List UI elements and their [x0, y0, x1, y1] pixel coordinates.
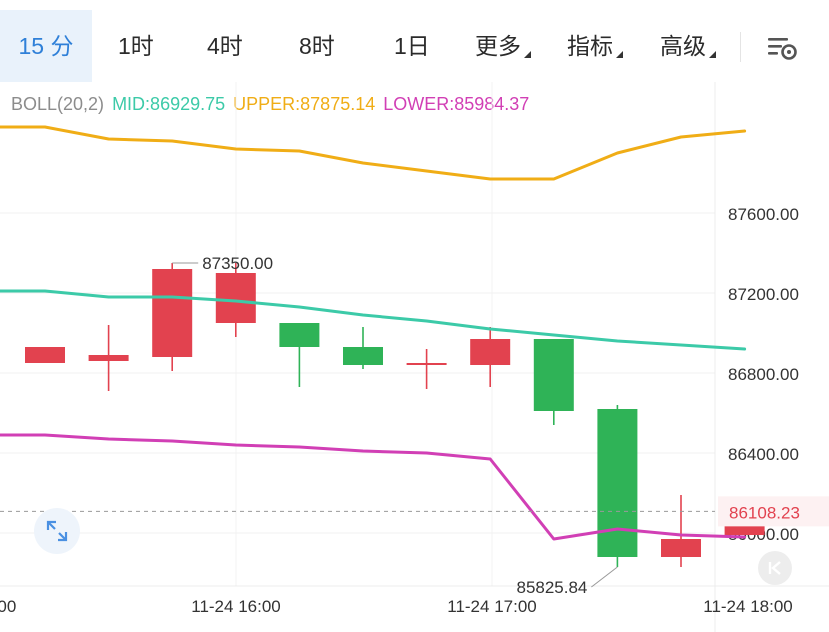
chevron-down-icon: [524, 51, 531, 58]
candle-body[interactable]: [343, 347, 383, 365]
tab-more[interactable]: 更多: [475, 10, 531, 82]
tab-1d[interactable]: 1日: [394, 33, 430, 59]
tab-1h[interactable]: 1时: [118, 33, 154, 59]
candle-body[interactable]: [279, 323, 320, 347]
y-tick-label: 87600.00: [728, 205, 799, 224]
boll-lower-value: LOWER:85984.37: [383, 94, 530, 114]
y-tick-label: 86800.00: [728, 365, 799, 384]
high-price-label: 87350.00: [202, 254, 273, 273]
x-tick-label: 11-24 16:00: [191, 597, 280, 616]
low-marker-line: [591, 566, 618, 588]
tab-indicators[interactable]: 指标: [567, 10, 623, 82]
tab-8h[interactable]: 8时: [299, 33, 335, 59]
scroll-to-latest-button[interactable]: [758, 551, 792, 585]
x-tick-label: 15:00: [0, 597, 16, 616]
x-tick-label: 11-24 18:00: [703, 597, 792, 616]
current-price-tag: [718, 496, 829, 527]
chevron-left-bar-icon: [768, 561, 781, 575]
tab-advanced[interactable]: 高级: [660, 10, 716, 82]
tab-more-label: 更多: [475, 33, 521, 59]
timeframe-tabbar: 15 分 1时 4时 8时 1日 更多 指标 高级: [0, 10, 829, 82]
candle-body[interactable]: [661, 539, 701, 557]
tab-indicators-label: 指标: [567, 33, 613, 59]
chevron-down-icon: [709, 51, 716, 58]
tab-divider: [740, 32, 741, 62]
boll-upper-value: UPPER:87875.14: [233, 94, 376, 114]
candle-body[interactable]: [470, 339, 511, 365]
expand-icon: [46, 520, 68, 542]
expand-chart-button[interactable]: [34, 508, 80, 554]
candle-body[interactable]: [406, 363, 447, 365]
boll-legend: BOLL(20,2) MID:86929.75 UPPER:87875.14 LOWE…: [11, 94, 537, 115]
low-price-label: 85825.84: [516, 578, 587, 597]
y-tick-label: 87200.00: [728, 285, 799, 304]
x-tick-label: 11-24 17:00: [447, 597, 536, 616]
candlestick-chart[interactable]: 87600.0087200.0086800.0086400.0086000.00…: [0, 82, 829, 632]
settings-icon: [768, 38, 797, 60]
candle-body[interactable]: [152, 269, 193, 357]
current-price-label: 86108.23: [729, 503, 800, 522]
boll-upper-line: [0, 125, 747, 181]
tab-advanced-label: 高级: [660, 33, 706, 59]
chart-settings-button[interactable]: [762, 32, 802, 64]
candle-body[interactable]: [25, 347, 65, 363]
tab-15min[interactable]: 15 分: [0, 10, 92, 82]
boll-name: BOLL(20,2): [11, 94, 105, 114]
candle-body[interactable]: [533, 339, 574, 411]
boll-lower-line: [0, 433, 747, 541]
candle-body[interactable]: [88, 355, 129, 361]
y-tick-label: 86400.00: [728, 445, 799, 464]
chevron-down-icon: [616, 51, 623, 58]
candle-body[interactable]: [597, 409, 638, 557]
candle-body[interactable]: [215, 273, 256, 323]
tab-4h[interactable]: 4时: [207, 33, 243, 59]
boll-mid-line: [0, 289, 747, 351]
boll-mid-value: MID:86929.75: [112, 94, 226, 114]
